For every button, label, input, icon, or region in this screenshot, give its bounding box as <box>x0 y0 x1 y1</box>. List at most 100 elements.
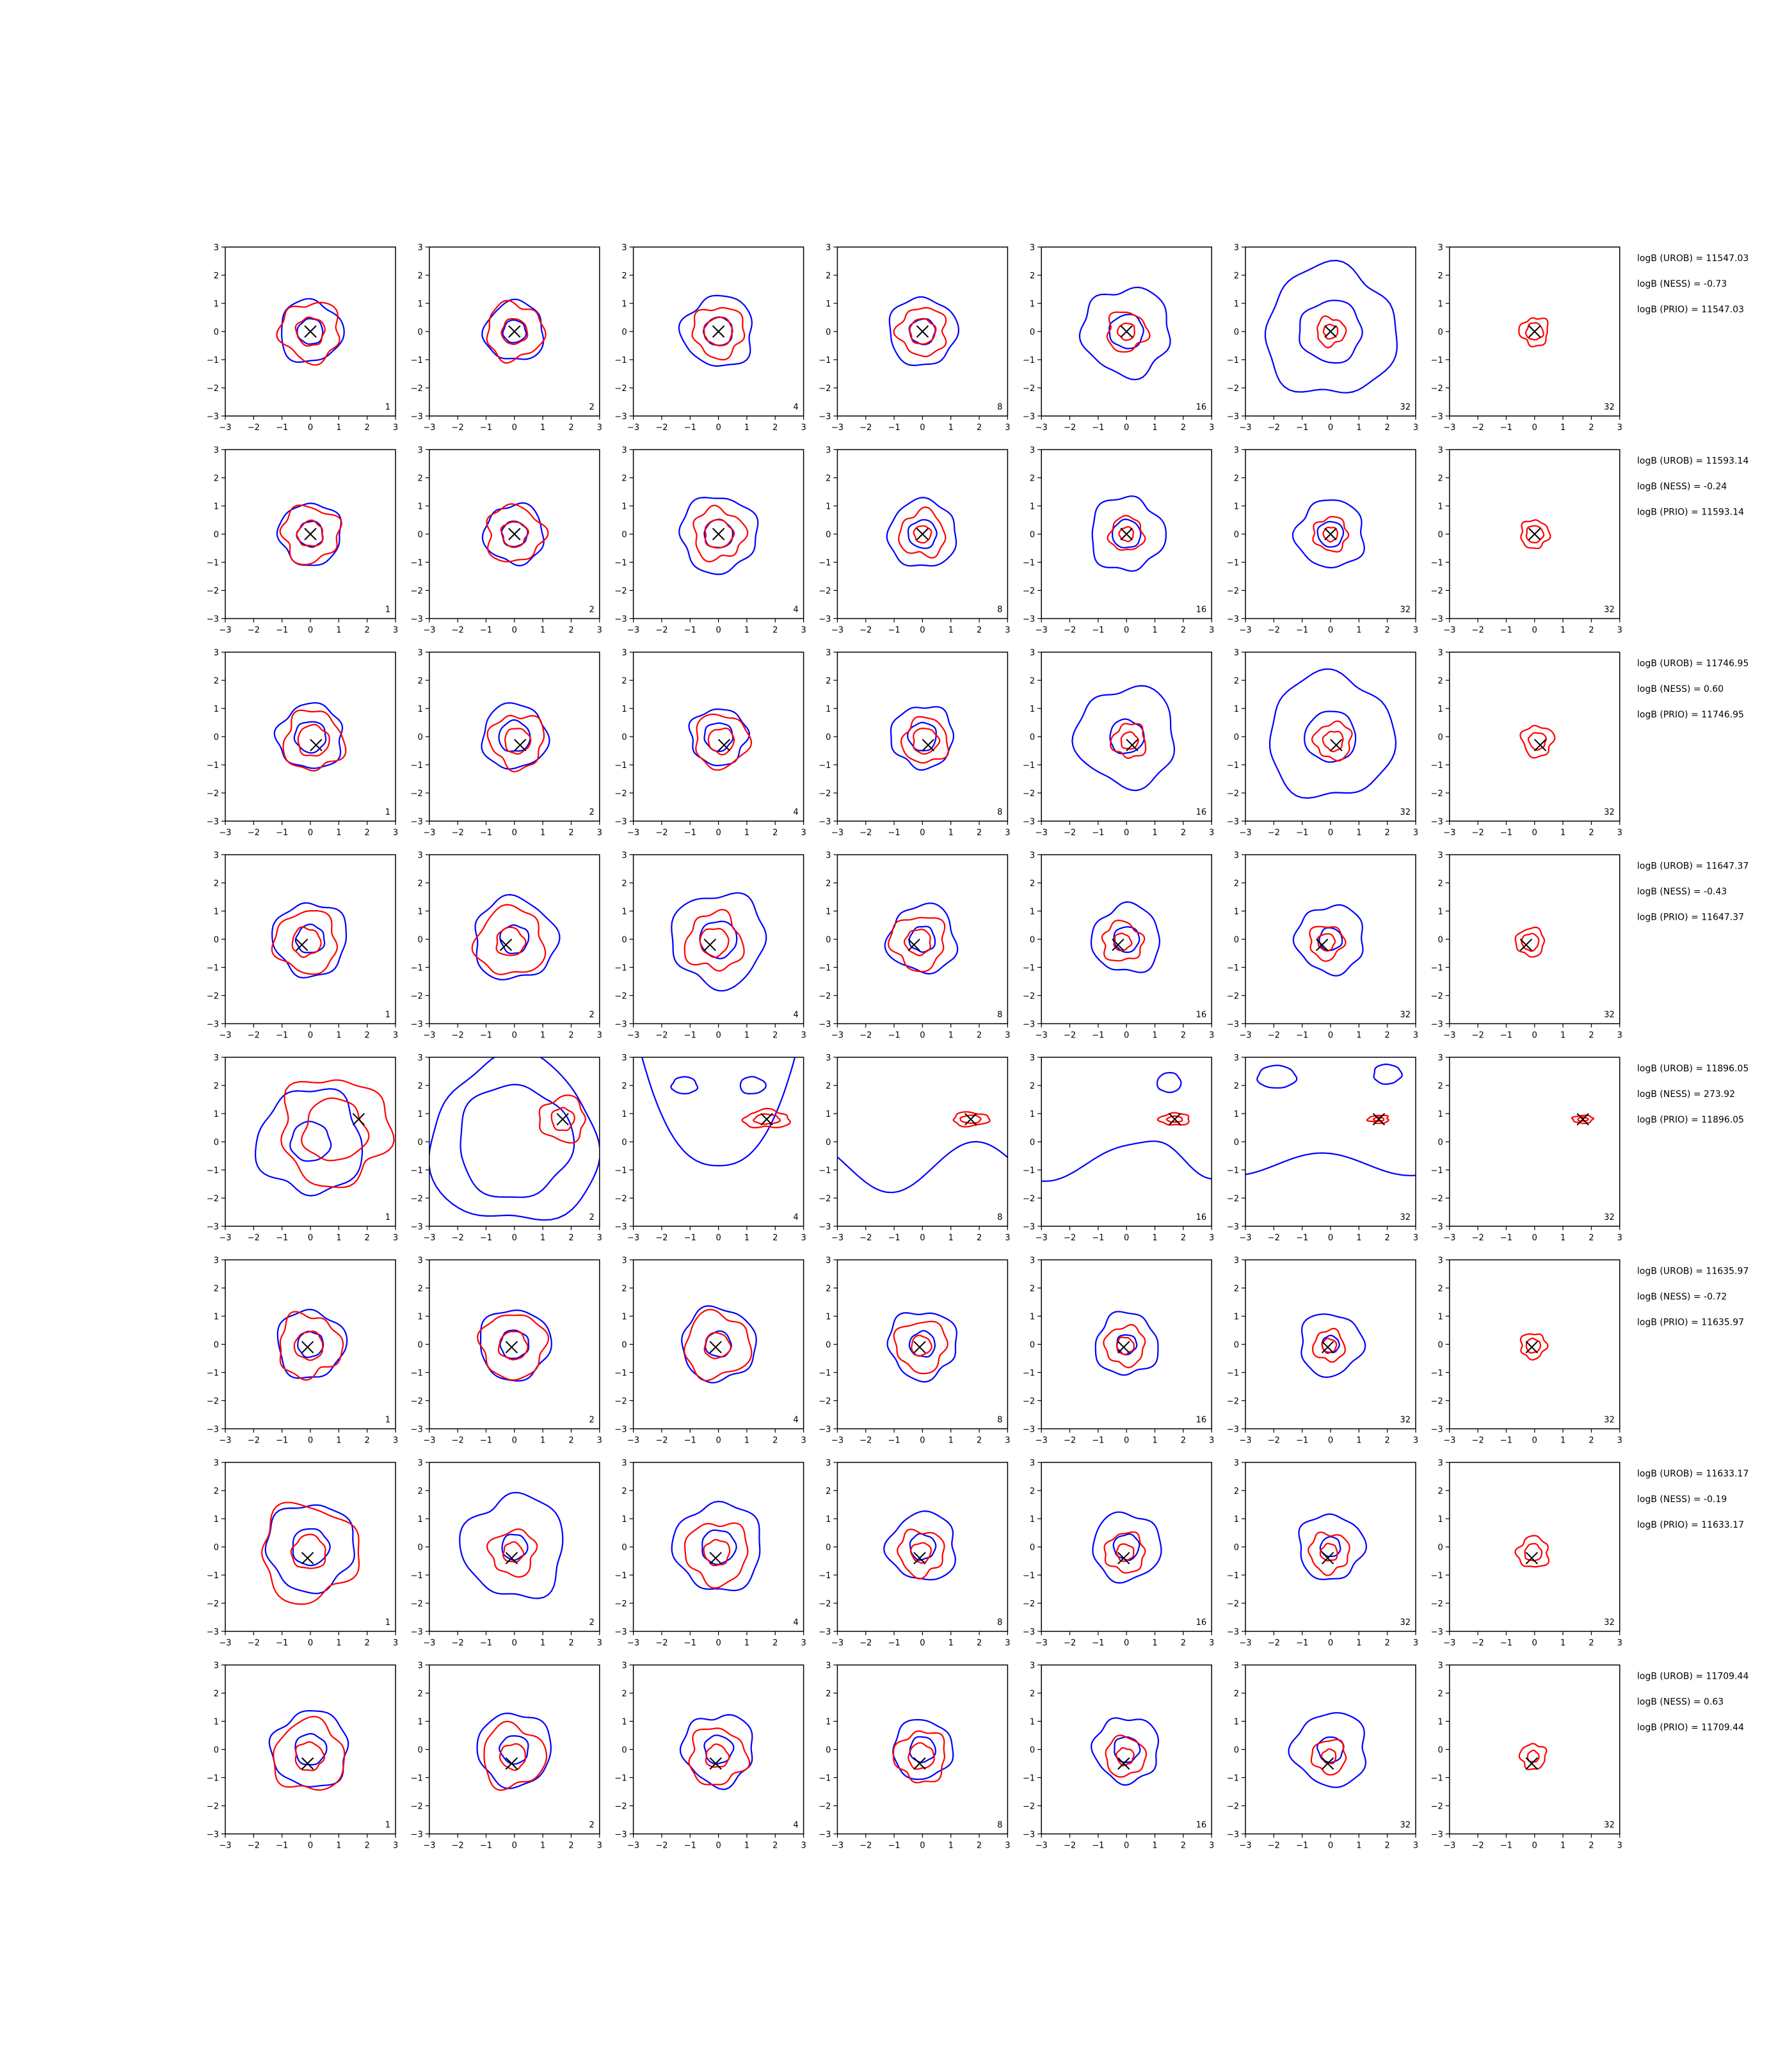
x-tick-label: 3 <box>801 828 806 838</box>
x-tick-label: 0 <box>1328 626 1333 636</box>
x-tick-label: 0 <box>512 828 517 838</box>
y-tick-label: −1 <box>207 559 219 568</box>
x-tick-label: 3 <box>1617 828 1622 838</box>
x-tick-label: −2 <box>452 423 464 433</box>
y-tick-label: 2 <box>1438 879 1443 889</box>
panel-contours <box>260 1501 360 1605</box>
estimate-contour <box>707 727 735 756</box>
x-tick-label: 2 <box>1181 423 1186 433</box>
y-tick-label: 2 <box>1438 1284 1443 1294</box>
y-tick-label: −3 <box>1023 1628 1035 1637</box>
true-location-marker <box>505 1341 518 1354</box>
estimate-contour <box>497 1331 529 1361</box>
reference-contour <box>499 1735 529 1765</box>
y-tick-label: 0 <box>1438 531 1443 540</box>
y-tick-label: 3 <box>826 851 831 861</box>
y-tick-label: 1 <box>1438 1515 1443 1524</box>
y-tick-label: 2 <box>418 474 423 484</box>
panel-contours <box>276 298 345 366</box>
estimate-contour <box>893 1320 948 1375</box>
x-tick-label: −3 <box>1443 423 1455 433</box>
x-tick-label: 3 <box>393 1031 398 1041</box>
y-tick-label: 1 <box>621 1718 627 1727</box>
reference-contour <box>884 902 959 975</box>
panel-r1-c5: −3−3 −2 −2 −1 −1 0 0 1 1 2 2 3 3 16 <box>1023 243 1214 433</box>
y-tick-label: 0 <box>418 531 423 540</box>
x-tick-label: 1 <box>540 423 545 433</box>
x-tick-label: −1 <box>684 1233 696 1243</box>
x-tick-label: −1 <box>1092 1436 1104 1446</box>
x-tick-label: −3 <box>423 828 435 838</box>
x-tick-label: −1 <box>480 626 492 636</box>
panel-r2-c3: −3−3 −2 −2 −1 −1 0 0 1 1 2 2 3 3 4 <box>614 446 806 636</box>
true-location-marker <box>301 1757 314 1770</box>
panel-r4-c5: −3−3 −2 −2 −1 −1 0 0 1 1 2 2 3 3 16 <box>1023 851 1214 1041</box>
x-tick-label: 0 <box>308 423 313 433</box>
y-tick-label: 2 <box>826 1284 831 1294</box>
x-tick-label: 1 <box>1560 1233 1565 1243</box>
panel-r4-c3: −3−3 −2 −2 −1 −1 0 0 1 1 2 2 3 3 4 <box>614 851 806 1041</box>
estimate-contour <box>959 1114 982 1124</box>
y-tick-label: −1 <box>1023 1571 1035 1581</box>
y-tick-label: 1 <box>621 1313 627 1322</box>
y-tick-label: 2 <box>214 1487 219 1496</box>
panel-contours <box>890 706 955 771</box>
y-tick-label: 3 <box>1234 1459 1239 1468</box>
x-tick-label: −3 <box>831 626 844 636</box>
estimate-contour <box>1321 1748 1337 1764</box>
row-stat-label: logB (UROB) = 11709.44 <box>1637 1672 1748 1682</box>
x-tick-label: 0 <box>1124 828 1129 838</box>
reference-contour <box>1256 1064 1298 1089</box>
estimate-contour <box>500 317 529 345</box>
y-tick-label: −3 <box>819 817 831 827</box>
y-tick-label: −1 <box>1431 356 1443 365</box>
y-tick-label: 2 <box>214 676 219 686</box>
x-tick-label: −1 <box>480 1638 492 1648</box>
x-tick-label: 2 <box>1385 1233 1390 1243</box>
x-tick-label: 3 <box>1617 626 1622 636</box>
x-tick-label: −2 <box>1064 423 1076 433</box>
y-tick-label: 3 <box>621 243 627 253</box>
x-tick-label: −1 <box>888 626 900 636</box>
x-tick-label: −2 <box>248 1841 260 1851</box>
x-tick-label: −2 <box>655 626 668 636</box>
estimate-contour <box>1525 525 1545 543</box>
x-tick-label: −3 <box>423 1233 435 1243</box>
estimate-contour <box>691 307 746 361</box>
estimate-contour <box>282 709 347 772</box>
y-tick-label: −1 <box>411 1774 423 1784</box>
x-tick-label: −3 <box>627 1436 639 1446</box>
x-tick-label: −1 <box>276 423 288 433</box>
panel-contours <box>837 1111 1008 1194</box>
x-tick-label: 3 <box>1209 828 1214 838</box>
x-tick-label: −3 <box>627 1638 639 1648</box>
y-tick-label: −1 <box>1023 1166 1035 1176</box>
panel-contours <box>671 1500 761 1592</box>
y-tick-label: 0 <box>214 936 219 945</box>
panel-r8-c6: −3−3 −2 −2 −1 −1 0 0 1 1 2 2 3 3 32 <box>1227 1661 1418 1851</box>
x-tick-label: −1 <box>1500 1638 1512 1648</box>
y-tick-label: −1 <box>819 964 831 973</box>
row-stat-label: logB (NESS) = -0.73 <box>1637 279 1727 289</box>
true-location-marker <box>1315 938 1329 952</box>
y-tick-label: −1 <box>819 1774 831 1784</box>
x-tick-label: 2 <box>772 1233 778 1243</box>
y-tick-label: −2 <box>207 992 219 1002</box>
y-tick-label: 1 <box>1438 1718 1443 1727</box>
x-tick-label: −1 <box>1092 1233 1104 1243</box>
true-location-marker <box>922 739 934 751</box>
x-tick-label: −1 <box>276 1436 288 1446</box>
true-location-marker <box>1324 527 1337 541</box>
x-tick-label: 3 <box>1617 1638 1622 1648</box>
y-tick-label: 0 <box>418 328 423 337</box>
x-tick-label: −1 <box>1092 828 1104 838</box>
y-tick-label: −3 <box>411 817 423 827</box>
x-tick-label: 3 <box>393 626 398 636</box>
y-tick-label: 3 <box>418 1661 423 1671</box>
true-location-marker <box>964 1113 977 1126</box>
true-location-marker <box>1528 527 1541 541</box>
reference-contour <box>886 497 957 567</box>
panel-corner-label: 1 <box>385 1618 390 1628</box>
y-tick-label: 0 <box>1438 1341 1443 1350</box>
